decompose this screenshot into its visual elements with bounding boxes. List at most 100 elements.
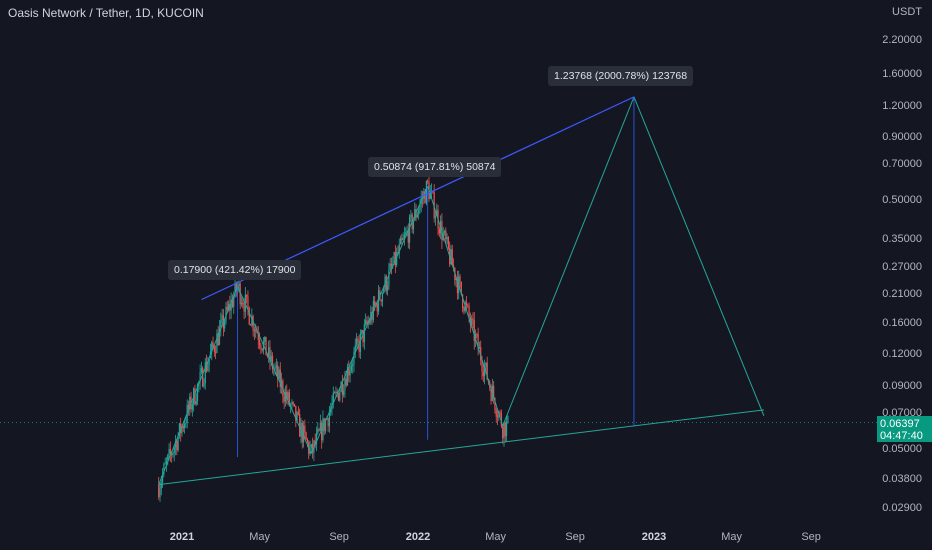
price-tick-1: 1.60000	[882, 68, 922, 81]
current-price-badge: 0.06397 04:47:40	[877, 416, 932, 442]
candle-body	[341, 381, 343, 395]
candle-body	[213, 346, 215, 352]
candle-body	[452, 265, 455, 268]
candle-body	[195, 400, 197, 405]
candle-body	[385, 276, 387, 291]
pattern-leg-0[interactable]	[158, 286, 239, 485]
time-label-2: Sep	[329, 531, 349, 543]
candle-body	[393, 252, 395, 265]
candle-body	[182, 425, 184, 429]
pattern-leg-3[interactable]	[427, 185, 504, 427]
candle-body	[290, 404, 292, 406]
measure-label-3[interactable]: 1.23768 (2000.78%) 123768	[548, 66, 694, 86]
candle-body	[255, 329, 257, 331]
candle-body	[388, 269, 390, 286]
candle-body	[335, 391, 337, 394]
candle-body	[242, 302, 244, 305]
candle-body	[405, 232, 407, 235]
candle-body	[384, 276, 386, 290]
candle-body	[165, 460, 168, 464]
price-axis[interactable]: USDT 2.20000 1.60000 1.20000 0.90000 0.70000…	[878, 0, 932, 550]
candle-body	[505, 421, 508, 437]
candle-body	[172, 452, 174, 456]
candle-body	[162, 473, 164, 483]
candle-body	[346, 366, 349, 386]
measure-label-2[interactable]: 0.50874 (917.81%) 50874	[368, 157, 502, 177]
candle-body	[270, 355, 272, 362]
candle-body	[403, 234, 406, 239]
candle-body	[191, 404, 193, 410]
candle-body	[322, 418, 324, 441]
candle-body	[368, 321, 371, 323]
candle-body	[164, 463, 166, 465]
candle-body	[504, 422, 506, 437]
pattern-leg-5[interactable]	[633, 96, 765, 417]
candle-body	[446, 237, 448, 240]
candle-body	[220, 319, 222, 328]
candle-body	[465, 302, 468, 306]
pattern-leg-1[interactable]	[237, 286, 312, 454]
measure-label-1[interactable]: 0.17900 (421.42%) 17900	[168, 260, 302, 280]
candle-body	[318, 429, 320, 431]
candle-body	[494, 398, 496, 411]
candle-body	[357, 338, 359, 342]
candle-body	[178, 423, 181, 436]
candle-body	[266, 355, 268, 357]
candle-body	[450, 249, 452, 265]
price-tick-12: 0.07000	[882, 406, 922, 419]
time-label-8: Sep	[801, 531, 821, 543]
candle-body	[502, 426, 504, 439]
candle-body	[412, 220, 415, 230]
candle-body	[493, 385, 495, 399]
candle-body	[438, 228, 440, 234]
price-tick-10: 0.12000	[882, 348, 922, 361]
candle-body	[486, 362, 488, 380]
candle-body	[354, 345, 356, 352]
candle-body	[275, 365, 277, 368]
candle-body	[445, 230, 447, 240]
candle-body	[472, 318, 474, 321]
candle-body	[265, 336, 267, 356]
candle-body	[185, 422, 187, 424]
candle-body	[299, 414, 301, 437]
candle-body	[160, 482, 162, 489]
time-axis[interactable]: 2021 May Sep 2022 May Sep 2023 May Sep	[0, 522, 878, 550]
candle-body	[339, 391, 341, 401]
candle-body	[355, 338, 358, 346]
candle-body	[257, 332, 259, 341]
pattern-leg-2[interactable]	[310, 185, 429, 454]
candle-body	[480, 346, 482, 361]
price-tick-9: 0.16000	[882, 317, 922, 330]
candle-body	[374, 300, 376, 306]
candle-body	[344, 378, 346, 391]
candle-body	[278, 369, 280, 379]
candle-body	[305, 432, 307, 440]
candle-body	[253, 330, 256, 332]
candle-body	[207, 364, 209, 371]
candle-body	[410, 214, 412, 217]
candle-body	[462, 294, 464, 308]
candle-body	[319, 422, 321, 431]
candle-body	[230, 299, 232, 311]
candle-body	[304, 425, 306, 433]
price-chart[interactable]	[0, 0, 878, 522]
candle-body	[406, 230, 408, 233]
candle-body	[199, 371, 201, 382]
candle-body	[268, 347, 270, 356]
candle-body	[159, 488, 161, 498]
candle-body	[315, 433, 318, 445]
pattern-leg-4[interactable]	[502, 96, 635, 427]
candle-body	[383, 289, 385, 294]
candle-body	[324, 419, 327, 432]
candle-body	[226, 306, 228, 310]
support-line[interactable]	[158, 409, 764, 486]
price-tick-6: 0.35000	[882, 232, 922, 245]
candle-body	[216, 333, 218, 353]
candles-layer	[158, 175, 509, 502]
candle-body	[217, 333, 219, 345]
candle-body	[260, 344, 262, 349]
candle-body	[436, 210, 438, 217]
candle-body	[376, 303, 378, 312]
candle-body	[390, 263, 393, 267]
candle-body	[277, 365, 279, 379]
